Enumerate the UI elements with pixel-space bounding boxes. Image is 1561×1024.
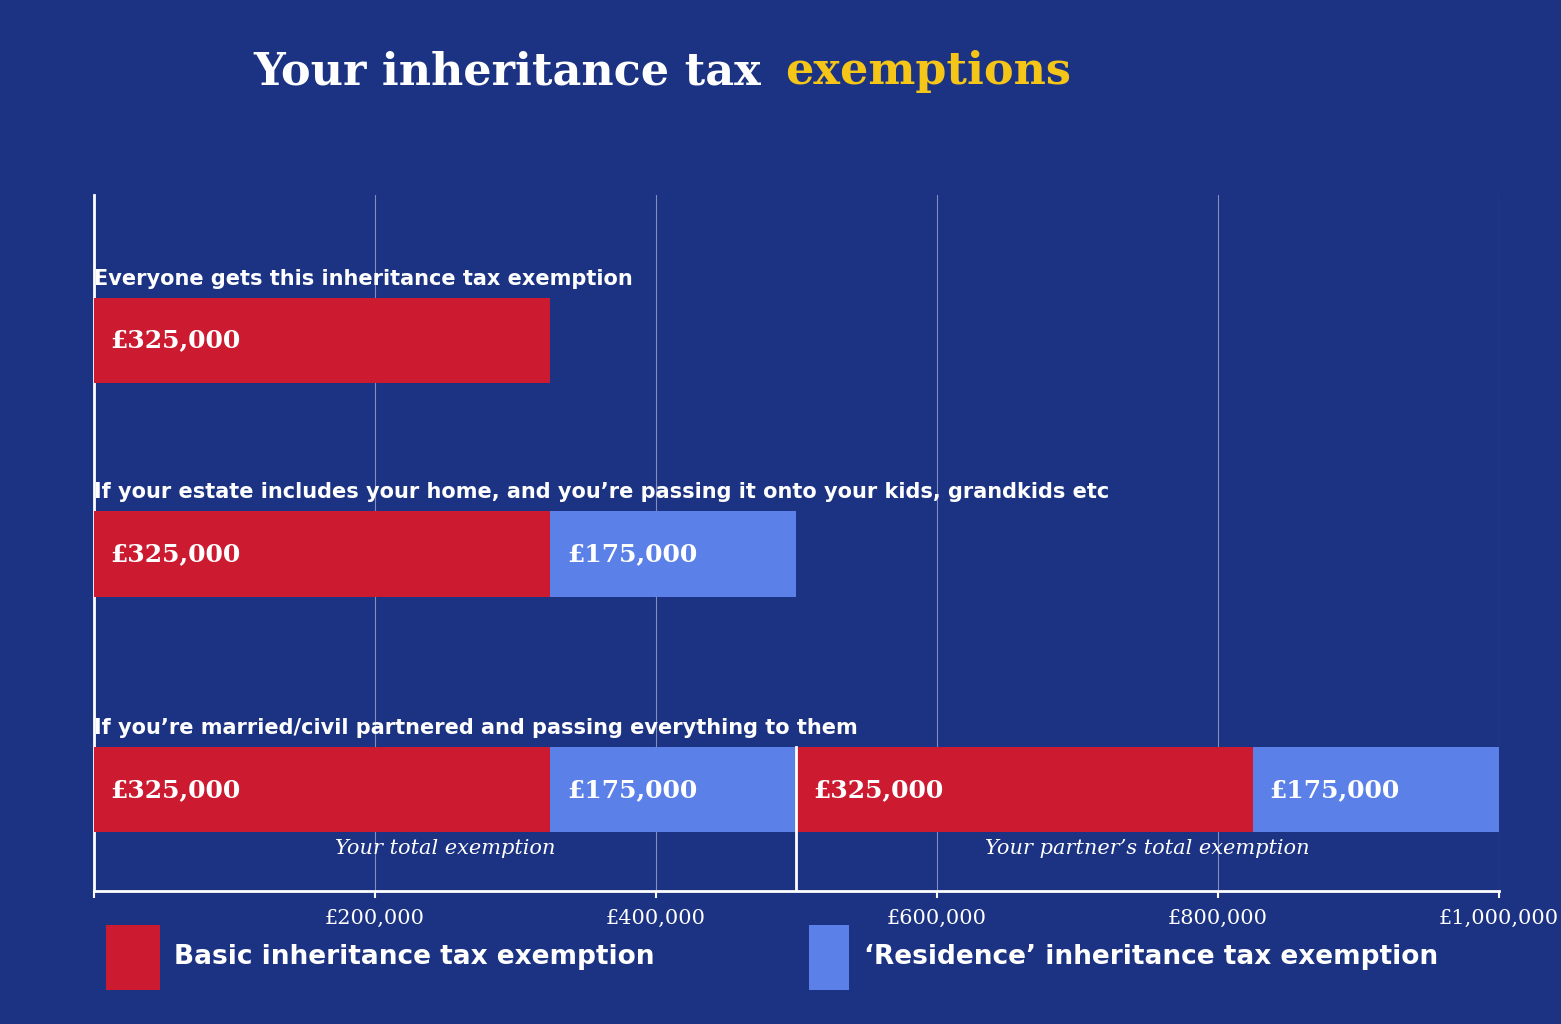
Bar [94,511,549,597]
Text: Your inheritance tax exemptions: Your inheritance tax exemptions [376,50,1185,93]
Text: If you’re married/civil partnered and passing everything to them: If you’re married/civil partnered and pa… [94,718,857,738]
Text: £175,000: £175,000 [1269,778,1400,802]
Text: If your estate includes your home, and you’re passing it onto your kids, grandki: If your estate includes your home, and y… [94,482,1108,503]
Text: £175,000: £175,000 [567,542,698,566]
Text: Everyone gets this inheritance tax exemption: Everyone gets this inheritance tax exemp… [94,269,632,289]
Text: Your total exemption: Your total exemption [334,840,556,858]
Bar [549,748,796,833]
Bar [94,298,549,383]
Bar [1252,748,1499,833]
Text: Basic inheritance tax exemption: Basic inheritance tax exemption [175,944,656,971]
Text: £325,000: £325,000 [111,778,240,802]
Text: Your inheritance tax: Your inheritance tax [253,50,776,93]
Bar [549,511,796,597]
Bar [809,926,849,989]
Text: Your partner’s total exemption: Your partner’s total exemption [985,840,1310,858]
Text: ‘Residence’ inheritance tax exemption: ‘Residence’ inheritance tax exemption [863,944,1438,971]
Bar [796,748,1252,833]
Text: exemptions: exemptions [785,50,1071,93]
Text: £325,000: £325,000 [111,542,240,566]
Bar [106,926,161,989]
Bar [94,748,549,833]
Text: £175,000: £175,000 [567,778,698,802]
Text: £325,000: £325,000 [111,329,240,352]
Text: £325,000: £325,000 [813,778,943,802]
